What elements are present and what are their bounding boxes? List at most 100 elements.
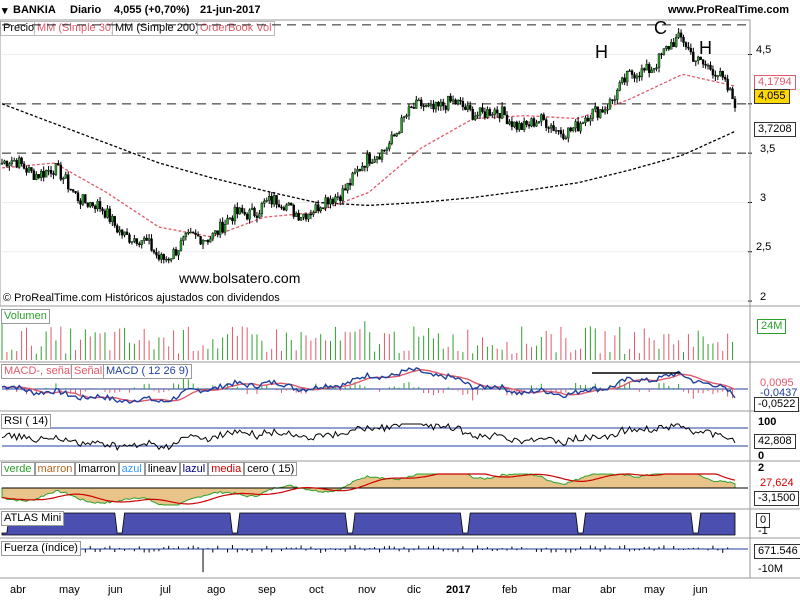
candle-body <box>106 208 109 218</box>
candle-body <box>652 67 656 71</box>
candle-body <box>388 143 391 150</box>
candle-body <box>596 106 599 118</box>
candle-body <box>344 188 347 191</box>
x-tick: sep <box>258 584 276 596</box>
rsi-tag: 42,808 <box>754 434 796 449</box>
amp-label[interactable]: media <box>208 462 245 476</box>
candle-body <box>150 238 153 251</box>
ma200-line <box>1 103 736 206</box>
atlas-top: 0 <box>756 513 771 528</box>
site-label[interactable]: www.ProRealTime.com <box>668 4 790 16</box>
candle-body <box>410 106 413 108</box>
amp-label[interactable]: verde <box>1 462 35 476</box>
candle-body <box>351 172 354 186</box>
candle-body <box>192 231 195 234</box>
candle-body <box>111 216 114 222</box>
symbol-label[interactable]: BANKIA <box>13 4 56 16</box>
dropdown-icon[interactable]: ▾ <box>2 5 8 17</box>
candle-body <box>204 240 207 242</box>
macd-label-b[interactable]: Señal <box>71 364 106 379</box>
candle-body <box>113 216 116 226</box>
candle-body <box>496 109 499 114</box>
candle-body <box>103 210 107 218</box>
candle-body <box>562 133 565 139</box>
x-tick: dic <box>407 584 422 596</box>
candle-body <box>630 70 634 75</box>
candle-body <box>579 123 582 132</box>
candle-body <box>275 195 278 205</box>
candle-body <box>329 198 332 205</box>
candle-body <box>640 68 644 78</box>
candle-body <box>162 254 165 260</box>
macd-label-a[interactable]: MACD-, señal <box>1 364 76 379</box>
candle-body <box>138 243 141 245</box>
candle-body <box>446 95 450 110</box>
candle-body <box>383 149 386 152</box>
candle-body <box>601 109 604 113</box>
x-tick: jun <box>693 584 708 596</box>
macd-label-c[interactable]: MACD ( 12 26 9) <box>103 364 192 379</box>
amplitude-legend: verde marron lmarron azul lineav lazul media ce… <box>1 462 298 477</box>
candle-body <box>598 109 602 118</box>
candle-body <box>363 165 367 168</box>
candle-body <box>123 231 126 236</box>
candle-body <box>20 157 23 165</box>
period-label[interactable]: Diario <box>70 4 102 16</box>
amp-label[interactable]: cero ( 15) <box>244 462 298 476</box>
amp-label[interactable]: marron <box>34 462 76 476</box>
macd-tag-a: 0,0095 <box>760 377 794 389</box>
candle-body <box>98 201 102 209</box>
candle-body <box>594 106 597 110</box>
candle-body <box>434 102 438 110</box>
candle-body <box>260 203 264 214</box>
amp-label[interactable]: lazul <box>179 462 209 476</box>
candle-body <box>415 99 418 109</box>
candle-body <box>268 196 271 201</box>
candle-body <box>552 125 555 131</box>
candle-body <box>667 46 671 50</box>
candle-body <box>486 109 489 118</box>
candle-body <box>466 105 469 110</box>
candle-body <box>390 134 393 144</box>
candle-body <box>172 249 175 259</box>
amp-label[interactable]: lmarron <box>75 462 119 476</box>
candle-body <box>334 196 337 203</box>
candle-body <box>142 237 146 241</box>
fuerza-label[interactable]: Fuerza (índice) <box>1 541 81 556</box>
candle-body <box>40 170 43 179</box>
volume-label[interactable]: Volumen <box>1 309 50 324</box>
pattern-label-c: C <box>654 18 667 38</box>
candle-body <box>79 200 82 205</box>
atlas-label[interactable]: ATLAS Mini <box>1 511 65 526</box>
candle-body <box>285 204 288 211</box>
candle-body <box>412 107 416 109</box>
candle-body <box>317 204 320 212</box>
candle-body <box>253 207 256 217</box>
candle-body <box>510 121 514 127</box>
candle-body <box>120 229 124 236</box>
candle-body <box>488 109 492 116</box>
candle-body <box>353 171 357 174</box>
candle-body <box>118 229 121 233</box>
candle-body <box>209 238 212 243</box>
candle-body <box>395 132 398 137</box>
x-tick: may <box>59 584 80 596</box>
rsi-label[interactable]: RSI ( 14) <box>1 414 52 429</box>
candle-body <box>635 75 639 79</box>
candle-body <box>692 51 695 62</box>
x-tick: nov <box>358 584 376 596</box>
candle-body <box>206 240 210 243</box>
amp-label[interactable]: azul <box>118 462 145 476</box>
last-price-tag: 4,055 <box>754 89 790 104</box>
candle-body <box>157 254 161 260</box>
ma200-value-tag: 3,7208 <box>754 122 796 137</box>
candle-body <box>606 109 609 111</box>
candle-body <box>346 183 349 191</box>
chart-header: ▾ BANKIA Diario 4,055 (+0,70%) 21-jun-20… <box>0 0 800 20</box>
candle-body <box>554 130 558 132</box>
candle-body <box>559 130 563 135</box>
x-tick: mar <box>552 584 571 596</box>
amp-label[interactable]: lineav <box>144 462 180 476</box>
candle-body <box>307 213 310 220</box>
